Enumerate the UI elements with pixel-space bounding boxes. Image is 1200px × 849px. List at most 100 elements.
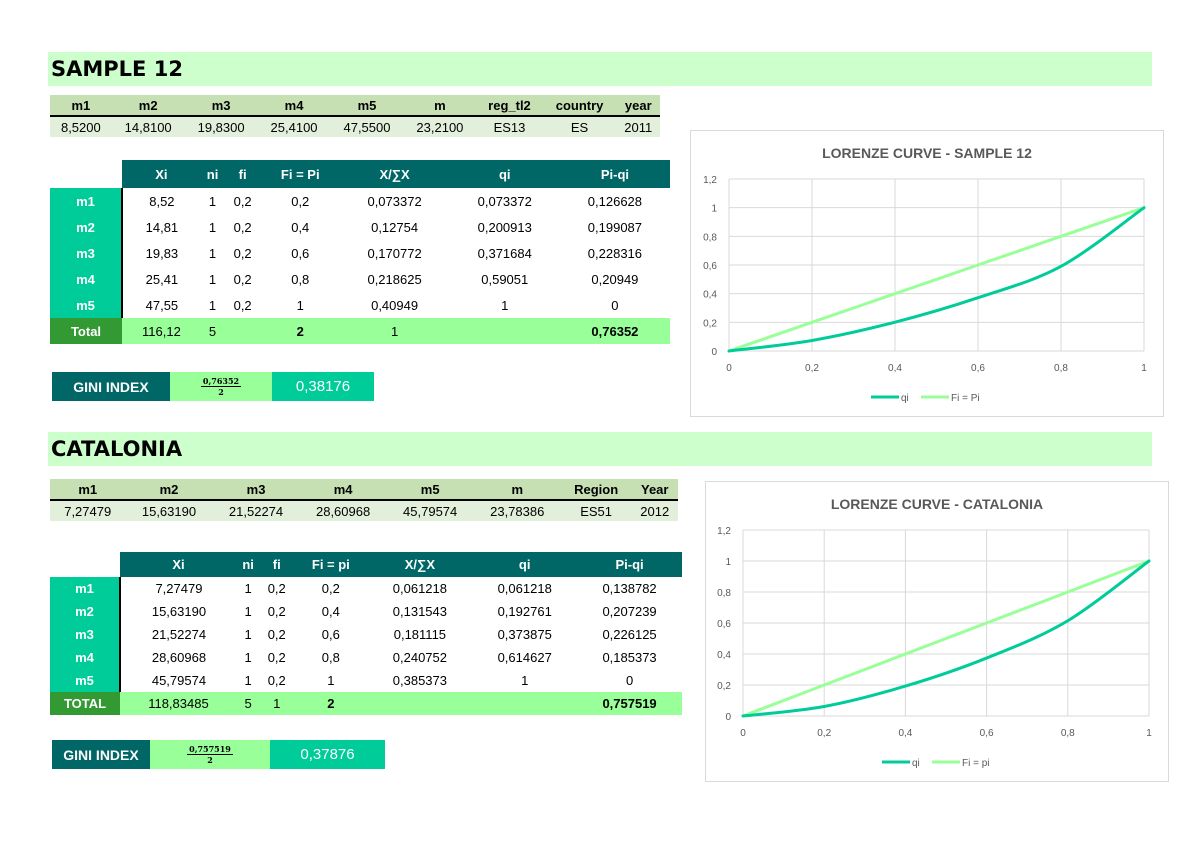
cell-value: 0,2 xyxy=(233,245,252,261)
column-header: Pi-qi xyxy=(577,552,682,577)
lorenz-chart-sample: LORENZE CURVE - SAMPLE 12 0 0,2 0,4 0,6 0,8 1 1… xyxy=(690,130,1164,417)
cell-value: 0,240752 xyxy=(392,650,447,665)
table-row: m3 21,52274 1 0,2 0,6 0,181115 0,373875 0,22612… xyxy=(50,623,682,646)
total-label: Total xyxy=(50,318,122,344)
cell-value: 1 xyxy=(244,673,252,688)
cell-value: 0,170772 xyxy=(367,245,422,261)
column-header: ni xyxy=(200,160,225,188)
cell-value: 0,4 xyxy=(291,219,310,235)
cell-value: 0,385373 xyxy=(392,673,447,688)
formula-denominator: 2 xyxy=(207,755,213,765)
cell-value: 28,60968 xyxy=(299,500,387,521)
gini-formula: 0,76352 2 xyxy=(170,372,272,401)
cell-value: 1 xyxy=(501,297,509,313)
cell-value: 0 xyxy=(611,297,619,313)
lorenz-table-sample: Xi ni fi Fi = Pi X/∑X qi Pi-qi m1 8,52 1 0,2 0,2 0,0… xyxy=(50,160,670,344)
total-value: 1 xyxy=(259,692,295,715)
column-header: X/∑X xyxy=(339,160,450,188)
column-header: reg_tl2 xyxy=(476,95,543,117)
cell-value: 1 xyxy=(208,219,217,235)
cell-value: 21,52274 xyxy=(151,627,207,642)
series-line-fi-pi xyxy=(741,559,1151,718)
x-tick-label: 0 xyxy=(740,728,746,739)
cell-value: ES51 xyxy=(560,500,632,521)
total-value: 2 xyxy=(261,318,340,344)
column-header: m xyxy=(403,95,477,117)
y-tick-label: 0,8 xyxy=(717,588,731,599)
row-label: m3 xyxy=(50,623,121,646)
x-tick-label: 0,6 xyxy=(971,363,985,374)
column-header: country xyxy=(542,95,617,117)
cell-value: 7,27479 xyxy=(155,581,203,596)
table-row: m3 19,83 1 0,2 0,6 0,170772 0,371684 0,228316 xyxy=(50,240,670,266)
row-label: m5 xyxy=(50,669,121,692)
table-row: m2 14,81 1 0,2 0,4 0,12754 0,200913 0,199087 xyxy=(50,214,670,240)
cell-value: 0,6 xyxy=(321,627,340,642)
legend-label: qi xyxy=(912,758,920,769)
cell-value: 1 xyxy=(208,297,217,313)
blank-header xyxy=(50,552,120,577)
gini-value: 0,37876 xyxy=(270,740,385,769)
series-line-qi xyxy=(741,559,1151,718)
cell-value: 0,2 xyxy=(233,271,252,287)
x-tick-label: 0,4 xyxy=(888,363,902,374)
table-row: m4 28,60968 1 0,2 0,8 0,240752 0,614627 0,18537… xyxy=(50,646,682,669)
cell-value: 0,228316 xyxy=(587,245,643,261)
cell-value: ES xyxy=(542,116,617,137)
y-tick-label: 1 xyxy=(725,557,731,568)
column-header: Xi xyxy=(122,160,201,188)
formula-denominator: 2 xyxy=(218,387,224,397)
header-row: m1 m2 m3 m4 m5 m reg_tl2 country year xyxy=(50,95,660,117)
total-value: 5 xyxy=(236,692,260,715)
gini-label: GINI INDEX xyxy=(52,740,150,769)
summary-table-sample: m1 m2 m3 m4 m5 m reg_tl2 country year 8,5200 14,81… xyxy=(50,95,660,137)
cell-value: 0,226125 xyxy=(602,627,657,642)
column-header: m2 xyxy=(125,479,213,501)
x-tick-label: 0,8 xyxy=(1061,728,1075,739)
total-value: 0,76352 xyxy=(559,318,670,344)
section-title: CATALONIA xyxy=(51,437,183,461)
y-tick-label: 0,4 xyxy=(717,650,731,661)
cell-value: 0,2 xyxy=(233,193,252,209)
legend-label: qi xyxy=(901,393,909,404)
total-value xyxy=(224,318,261,344)
column-header: m1 xyxy=(50,479,126,501)
cell-value: 47,5500 xyxy=(330,116,404,137)
x-tick-label: 0,6 xyxy=(980,728,994,739)
cell-value: 0,373875 xyxy=(497,627,552,642)
table-row: m5 47,55 1 0,2 1 0,40949 1 0 xyxy=(50,292,670,318)
y-tick-label: 0,4 xyxy=(703,290,717,301)
cell-value: 8,5200 xyxy=(50,116,112,137)
x-tick-label: 0,2 xyxy=(817,728,831,739)
x-tick-label: 0 xyxy=(726,363,732,374)
cell-value: 0,2 xyxy=(267,627,286,642)
y-tick-label: 0,6 xyxy=(703,261,717,272)
cell-value: 25,41 xyxy=(145,271,179,287)
cell-value: 23,2100 xyxy=(403,116,477,137)
cell-value: 0,200913 xyxy=(477,219,532,235)
y-tick-label: 1,2 xyxy=(703,175,717,186)
formula-numerator: 0,757519 xyxy=(187,744,233,755)
cell-value: 0,126628 xyxy=(587,193,643,209)
column-header: ni xyxy=(236,552,260,577)
column-header: Fi = Pi xyxy=(261,160,340,188)
cell-value: 0,073372 xyxy=(367,193,422,209)
cell-value: 0,061218 xyxy=(497,581,552,596)
column-header: Year xyxy=(631,479,678,501)
legend-label: Fi = pi xyxy=(962,758,990,769)
section-title: SAMPLE 12 xyxy=(51,57,183,81)
x-tick-label: 0,8 xyxy=(1054,363,1068,374)
y-tick-label: 1,2 xyxy=(717,526,731,537)
cell-value: 1 xyxy=(208,245,217,261)
chart-title: LORENZE CURVE - CATALONIA xyxy=(831,496,1043,512)
cell-value: 14,8100 xyxy=(111,116,185,137)
row-label: m2 xyxy=(50,600,121,623)
lorenz-chart-catalonia: LORENZE CURVE - CATALONIA 0 0,2 0,4 0,6 0,8 1 1… xyxy=(705,481,1169,782)
cell-value: 0,199087 xyxy=(587,219,643,235)
cell-value: 1 xyxy=(244,650,252,665)
cell-value: 0,2 xyxy=(321,581,340,596)
cell-value: 25,4100 xyxy=(257,116,331,137)
header-row: Xi ni fi Fi = pi X/∑X qi Pi-qi xyxy=(50,552,682,577)
column-header: m1 xyxy=(50,95,112,117)
